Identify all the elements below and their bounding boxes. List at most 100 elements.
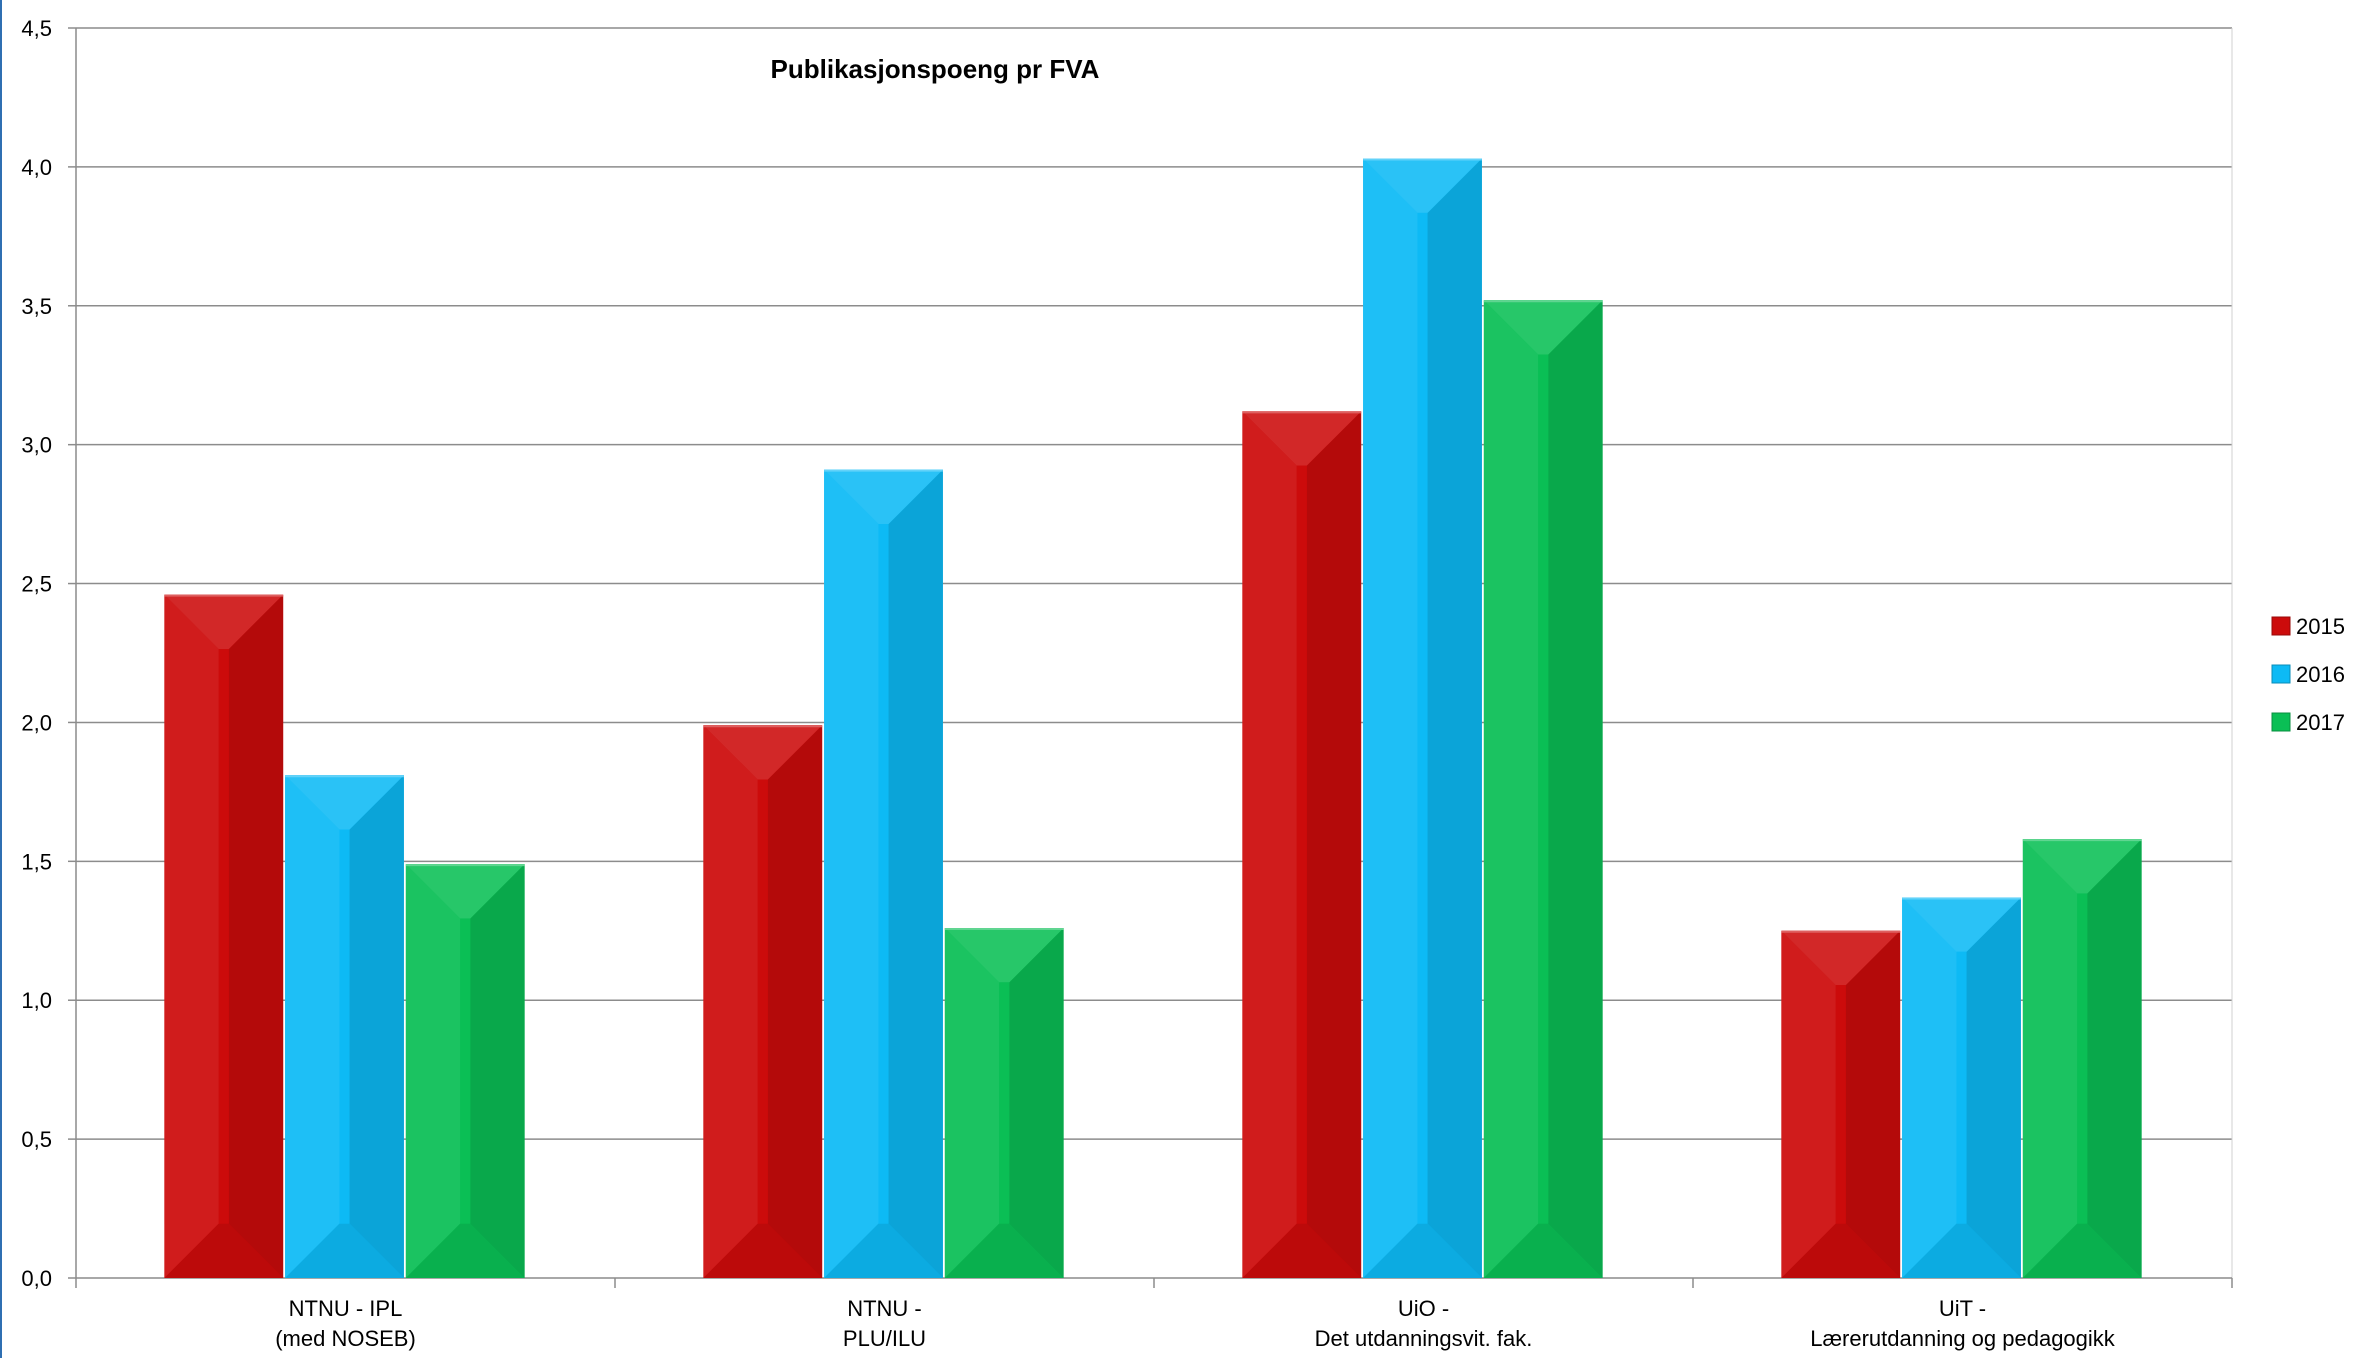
x-category-label: UiT - xyxy=(1939,1296,1986,1321)
y-tick-label: 1,0 xyxy=(21,988,52,1013)
y-tick-label: 0,5 xyxy=(21,1127,52,1152)
bar-bevel-right xyxy=(1306,411,1362,1278)
x-category-label: Lærerutdanning og pedagogikk xyxy=(1810,1326,2116,1351)
bar-bevel-bottom xyxy=(944,1223,1064,1278)
bar-bevel-bottom xyxy=(1483,1223,1603,1278)
bar-2017 xyxy=(944,928,1064,1278)
bar-bevel-bottom xyxy=(824,1223,943,1278)
bar-bevel-right xyxy=(2087,839,2142,1278)
bar-bevel-left xyxy=(824,469,879,1279)
bar-2016 xyxy=(285,775,404,1278)
bar-bevel-top xyxy=(1902,897,2021,952)
bar-bevel-left xyxy=(703,725,758,1278)
bar-bevel-bottom xyxy=(1363,1223,1482,1278)
legend-label-2015: 2015 xyxy=(2296,614,2345,639)
bar-bevel-top xyxy=(1242,411,1362,466)
y-tick-label: 3,5 xyxy=(21,294,52,319)
bar-bevel-bottom xyxy=(405,1223,525,1278)
legend: 2015 2016 2017 xyxy=(2271,614,2345,735)
bar-bevel-bottom xyxy=(1902,1223,2021,1278)
bar-center xyxy=(218,648,229,1224)
x-category-label: (med NOSEB) xyxy=(275,1326,416,1351)
y-tick-label: 2,5 xyxy=(21,572,52,597)
bar-bevel-right xyxy=(349,775,404,1278)
bar-center xyxy=(2077,893,2088,1224)
bar-bevel-top xyxy=(405,864,525,919)
bar-bevel-right xyxy=(1427,158,1482,1279)
bar-bevel-left xyxy=(405,864,461,1278)
x-category-label: PLU/ILU xyxy=(843,1326,926,1351)
bar-2015 xyxy=(164,594,284,1278)
y-tick-label: 2,0 xyxy=(21,710,52,735)
bar-bevel-bottom xyxy=(703,1223,823,1278)
bar-2015 xyxy=(703,725,823,1278)
y-tick-label: 4,0 xyxy=(21,155,52,180)
x-category-label: Det utdanningsvit. fak. xyxy=(1315,1326,1533,1351)
bar-bevel-right xyxy=(1845,930,1901,1278)
chart-title: Publikasjonspoeng pr FVA xyxy=(771,54,1100,84)
legend-swatch-2017 xyxy=(2271,712,2291,732)
bar-bevel-top xyxy=(703,725,823,780)
bar-bevel-left xyxy=(1902,897,1957,1278)
bar-2017 xyxy=(2022,839,2142,1278)
bar-bevel-left xyxy=(1781,930,1836,1278)
bar-bevel-left xyxy=(164,594,219,1278)
bar-center xyxy=(999,982,1010,1224)
bar-bevel-right xyxy=(767,725,823,1278)
legend-label-2017: 2017 xyxy=(2296,710,2345,735)
bar-center xyxy=(1538,354,1549,1224)
bar-bevel-bottom xyxy=(285,1223,404,1278)
bar-bevel-bottom xyxy=(1781,1223,1901,1278)
bar-bevel-right xyxy=(1548,300,1603,1278)
bar-center xyxy=(1296,465,1307,1224)
bar-bevel-left xyxy=(1483,300,1539,1278)
bars xyxy=(164,158,2142,1279)
bar-bevel-top xyxy=(1781,930,1901,986)
axis-labels: 0,0 0,5 1,0 1,5 2,0 2,5 3,0 3,5 4,0 4,5 NTNU - IPL… xyxy=(21,16,2115,1351)
legend-label-2016: 2016 xyxy=(2296,662,2345,687)
bar-bevel-top xyxy=(285,775,404,830)
bar-bevel-left xyxy=(285,775,340,1278)
y-tick-label: 0,0 xyxy=(21,1266,52,1291)
bar-2017 xyxy=(1483,300,1603,1278)
bar-bevel-top xyxy=(1483,300,1603,355)
bar-bevel-bottom xyxy=(164,1223,284,1278)
bar-bevel-right xyxy=(1009,928,1064,1278)
bar-bevel-right xyxy=(228,594,284,1278)
bar-2016 xyxy=(824,469,943,1279)
legend-swatch-2016 xyxy=(2271,664,2291,684)
bar-bevel-left xyxy=(944,928,1000,1278)
bar-2016 xyxy=(1902,897,2021,1278)
bar-2017 xyxy=(405,864,525,1278)
bar-bevel-right xyxy=(470,864,525,1278)
bar-center xyxy=(1417,212,1428,1224)
x-category-label: NTNU - xyxy=(847,1296,922,1321)
bar-bevel-top xyxy=(2022,839,2142,894)
bar-center xyxy=(757,779,768,1224)
bar-center xyxy=(460,918,471,1224)
bar-bevel-top xyxy=(824,469,943,524)
y-tick-label: 1,5 xyxy=(21,849,52,874)
bar-center xyxy=(339,829,350,1224)
bar-bevel-left xyxy=(1242,411,1297,1278)
bar-bevel-top xyxy=(944,928,1064,983)
bar-bevel-right xyxy=(1966,897,2021,1278)
y-tick-label: 3,0 xyxy=(21,433,52,458)
bar-bevel-bottom xyxy=(1242,1223,1362,1278)
bar-2015 xyxy=(1781,930,1901,1278)
legend-swatch-2015 xyxy=(2271,616,2291,636)
y-tick-label: 4,5 xyxy=(21,16,52,41)
bar-2016 xyxy=(1363,158,1482,1279)
bar-bevel-left xyxy=(2022,839,2078,1278)
x-category-label: UiO - xyxy=(1398,1296,1449,1321)
bar-center xyxy=(1835,985,1846,1224)
bar-bevel-bottom xyxy=(2022,1223,2142,1278)
bar-center xyxy=(878,523,889,1224)
window-left-border xyxy=(0,0,2,1358)
bar-bevel-right xyxy=(888,469,943,1279)
bar-bevel-top xyxy=(1363,158,1482,213)
bar-2015 xyxy=(1242,411,1362,1278)
bar-bevel-left xyxy=(1363,158,1418,1279)
